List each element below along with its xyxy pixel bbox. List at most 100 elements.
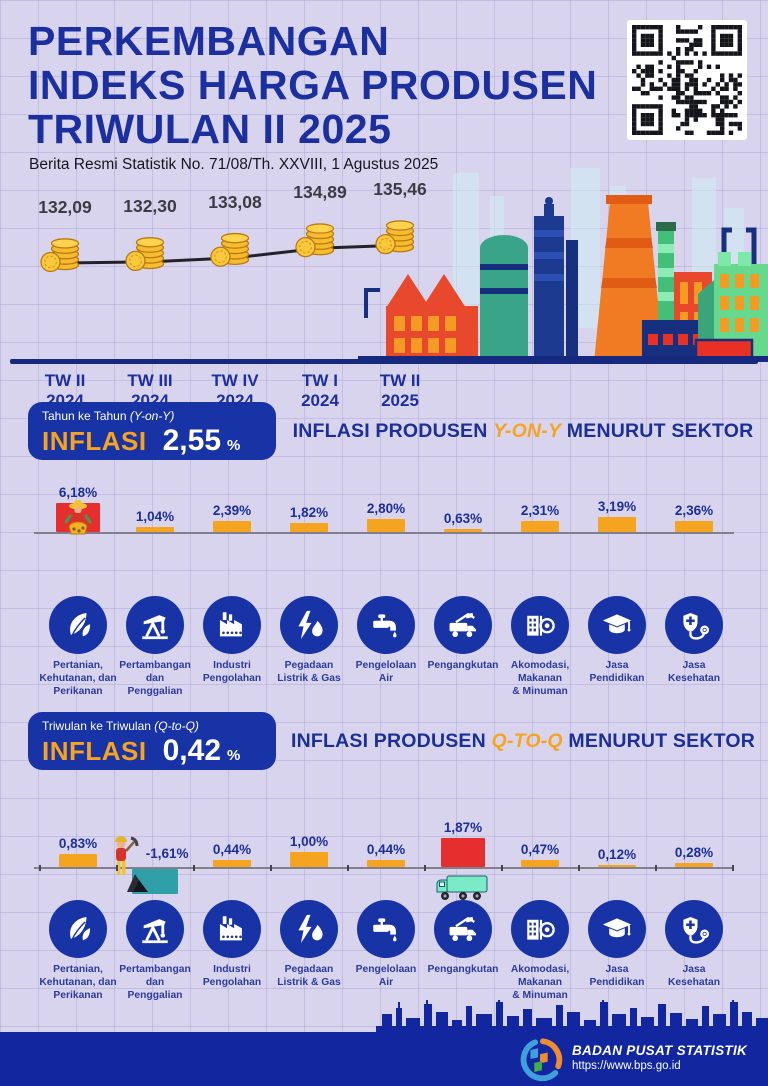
qtq-baseline <box>34 867 734 869</box>
sector-item-2: Industri Pengolahan <box>192 900 272 990</box>
yoy-bar-7 <box>598 517 636 532</box>
qtq-bar-value-label: -1,61% <box>145 846 189 861</box>
sector-label: Pengangkutan <box>427 660 499 671</box>
truck-illustration <box>436 875 488 900</box>
yoy-bar-cell-4: 2,80% <box>348 468 424 534</box>
qtq-sector-heading: INFLASI PRODUSEN Q-TO-Q MENURUT SEKTOR <box>290 730 756 752</box>
axis-tick <box>655 865 657 871</box>
qtq-inflation-unit: % <box>227 747 241 764</box>
truck-icon <box>434 900 492 958</box>
qtq-bar-cell-4: 0,44% <box>348 796 424 908</box>
qtq-bar-3 <box>290 851 328 867</box>
quarter-label: TW II 2025 <box>379 371 421 411</box>
sector-label: Pegadaan Listrik & Gas <box>277 964 341 988</box>
faucet-icon <box>357 900 415 958</box>
graduation-cap-icon <box>588 900 646 958</box>
title-line-1: PERKEMBANGAN <box>28 18 390 64</box>
release-subtitle: Berita Resmi Statistik No. 71/08/Th. XXV… <box>29 156 439 173</box>
yoy-bar-cell-2: 2,39% <box>194 468 270 534</box>
qtq-bar-value-label: 1,87% <box>443 820 483 836</box>
oil-pump-icon <box>126 900 184 958</box>
sector-item-3: Pegadaan Listrik & Gas <box>269 900 349 990</box>
sector-item-0: Pertanian, Kehutanan, dan Perikanan <box>38 596 118 699</box>
qtq-bar-6 <box>521 859 559 867</box>
footer-texts: BADAN PUSAT STATISTIK https://www.bps.go… <box>572 1043 747 1072</box>
qtq-period-label: Triwulan ke Triwulan (Q-to-Q) <box>42 719 199 733</box>
qtq-bar-cell-7: 0,12% <box>579 796 655 908</box>
coin-stack-icon <box>125 237 165 272</box>
sector-label: Jasa Pendidikan <box>589 964 645 988</box>
axis-tick <box>578 865 580 871</box>
axis-tick <box>39 865 41 871</box>
qtq-bar-cell-0: 0,83% <box>40 796 116 908</box>
qtq-sector-icons-row: Pertanian, Kehutanan, dan Perikanan Perta… <box>0 900 768 1012</box>
qtq-bar-value-label: 0,12% <box>597 847 637 862</box>
farmer-illustration <box>64 500 92 535</box>
axis-tick <box>270 865 272 871</box>
footer-org-name: BADAN PUSAT STATISTIK <box>572 1043 748 1058</box>
yoy-bar-cell-3: 1,82% <box>271 468 347 534</box>
axis-tick <box>501 865 503 871</box>
yoy-bar-value-label: 3,19% <box>597 499 637 515</box>
qtq-bar-5 <box>441 838 485 867</box>
yoy-bar-2 <box>213 520 251 532</box>
graduation-cap-icon <box>588 596 646 654</box>
qtq-bar-cell-6: 0,47% <box>502 796 578 908</box>
qtq-bar-value-label: 0,44% <box>212 842 252 858</box>
qtq-bar-cell-2: 0,44% <box>194 796 270 908</box>
yoy-bar-cell-0: 6,18% <box>40 468 116 535</box>
yoy-bar-cell-1: 1,04% <box>117 468 193 534</box>
yoy-sector-heading: INFLASI PRODUSEN Y-ON-Y MENURUT SEKTOR <box>292 420 754 442</box>
flash-flame-icon <box>280 596 338 654</box>
axis-tick <box>732 865 734 871</box>
index-value-label: 132,30 <box>123 196 177 216</box>
yoy-bar-value-label: 2,39% <box>212 502 252 518</box>
yoy-bar-3 <box>290 523 328 532</box>
sector-item-4: Pengelolaan Air <box>346 900 426 990</box>
qtq-bar-7 <box>598 865 636 867</box>
index-value-label: 132,09 <box>38 197 92 217</box>
industrial-skyline-silhouette <box>376 1000 768 1032</box>
sector-item-8: Jasa Kesehatan <box>654 900 734 990</box>
yoy-period-label: Tahun ke Tahun (Y-on-Y) <box>42 409 175 423</box>
axis-tick <box>424 865 426 871</box>
yoy-bar-value-label: 2,36% <box>674 502 714 518</box>
yoy-bar-value-label: 2,31% <box>520 503 560 519</box>
sector-label: Pegadaan Listrik & Gas <box>277 660 341 684</box>
qtq-bar-8 <box>675 862 713 867</box>
miner-illustration <box>115 836 148 892</box>
axis-tick <box>116 865 118 871</box>
sector-label: Akomodasi, Makanan & Minuman <box>510 964 570 1001</box>
yoy-sector-icons-row: Pertanian, Kehutanan, dan Perikanan Perta… <box>0 596 768 708</box>
coin-stack-icon <box>295 223 335 258</box>
sector-label: Jasa Kesehatan <box>667 964 721 988</box>
yoy-bar-1 <box>136 527 174 532</box>
sector-label: Pengangkutan <box>427 964 499 975</box>
sector-item-5: Pengangkutan <box>423 596 503 673</box>
sector-item-3: Pegadaan Listrik & Gas <box>269 596 349 686</box>
yoy-bar-value-label: 1,82% <box>289 505 329 521</box>
sector-label: Jasa Kesehatan <box>667 660 721 684</box>
bps-logo <box>517 1037 563 1083</box>
sector-item-4: Pengelolaan Air <box>346 596 426 686</box>
sector-label: Pertanian, Kehutanan, dan Perikanan <box>39 660 117 697</box>
sector-item-6: Akomodasi, Makanan & Minuman <box>500 596 580 699</box>
qtq-bar-0 <box>59 854 97 867</box>
hotel-dining-icon <box>511 900 569 958</box>
flash-flame-icon <box>280 900 338 958</box>
qtq-bar-cell-3: 1,00% <box>271 796 347 908</box>
stethoscope-icon <box>665 596 723 654</box>
sector-item-1: Pertambangan dan Penggalian <box>115 900 195 1003</box>
coin-stack-icon <box>210 232 250 267</box>
yoy-bar-cell-5: 0,63% <box>425 468 501 534</box>
qtq-inflation-value: 0,42 <box>162 734 221 767</box>
sector-item-6: Akomodasi, Makanan & Minuman <box>500 900 580 1003</box>
factory-icon <box>203 596 261 654</box>
sector-item-5: Pengangkutan <box>423 900 503 977</box>
leaf-icon <box>49 900 107 958</box>
title-line-3: TRIWULAN II 2025 <box>28 105 392 152</box>
producer-price-index-line-chart: 132,09 132,30 133,08 134,89 135,46 <box>0 168 530 368</box>
qtq-bar-cell-8: 0,28% <box>656 796 732 908</box>
sector-label: Industri Pengolahan <box>202 660 262 684</box>
